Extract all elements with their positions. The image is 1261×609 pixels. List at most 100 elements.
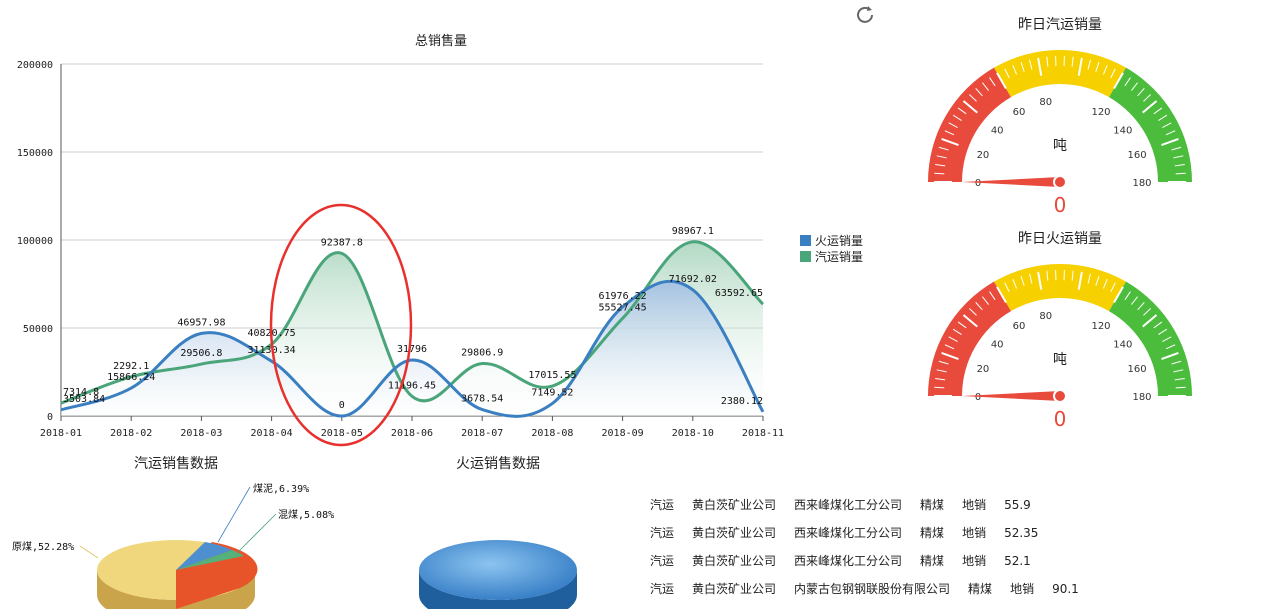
gauge-tick xyxy=(1029,273,1033,284)
gauge-tick xyxy=(1161,351,1179,361)
data-label: 61976.22 xyxy=(599,291,647,302)
gauge-tick xyxy=(1037,271,1043,290)
table-cell: 黄白茨矿业公司 xyxy=(692,526,777,540)
pie-slice-coal-slime[interactable] xyxy=(176,542,232,570)
gauge-tick xyxy=(1131,82,1138,91)
data-label: 2292.1 xyxy=(113,361,149,372)
legend-item-truck[interactable]: 汽运销量 xyxy=(800,248,863,264)
gauge-value: 0 xyxy=(1054,407,1067,431)
table-cell: 西来峰煤化工分公司 xyxy=(794,498,903,512)
truck-pie: 煤泥,6.39% 混煤,5.08% 原煤,52.28% xyxy=(12,482,334,609)
gauge-tick xyxy=(934,386,945,389)
gauge-tick-label: 60 xyxy=(1013,321,1026,332)
pie-label-raw-coal: 原煤,52.28% xyxy=(12,540,74,553)
gauge-tick xyxy=(1171,146,1182,151)
gauge-tick xyxy=(1046,56,1049,67)
pie-slice-mixed-coal[interactable] xyxy=(176,550,244,570)
gauge-tick-label: 0 xyxy=(975,392,981,403)
data-label: 17015.55 xyxy=(528,370,576,381)
gauge-tick xyxy=(957,321,967,329)
rail-pie xyxy=(419,540,577,609)
gauge-tick xyxy=(941,137,959,147)
gauge-tick xyxy=(1158,114,1168,121)
gauge-tick xyxy=(1029,59,1033,70)
x-tick-label: 2018-10 xyxy=(672,428,714,439)
gauge-tick xyxy=(934,172,945,175)
gauge-tick xyxy=(1004,282,1010,292)
highlight-circle xyxy=(269,203,413,447)
series-area xyxy=(61,281,763,417)
gauge-tick xyxy=(1071,56,1074,67)
data-label: 11196.45 xyxy=(388,380,436,391)
gauge-tick xyxy=(1137,302,1145,311)
y-tick-label: 150000 xyxy=(17,148,53,159)
data-label: 29806.9 xyxy=(461,348,503,359)
table-cell: 精煤 xyxy=(968,582,993,596)
gauge-tick xyxy=(1143,308,1151,316)
gauge-unit: 吨 xyxy=(1053,138,1067,154)
gauge-tick-label: 140 xyxy=(1113,125,1132,136)
gauge-tick-label: 140 xyxy=(1113,339,1132,350)
table-cell: 精煤 xyxy=(920,498,945,512)
gauge-tick xyxy=(1173,369,1184,373)
reload-icon[interactable] xyxy=(855,4,875,24)
gauge-band xyxy=(928,281,1011,396)
pie-top[interactable] xyxy=(419,540,577,600)
chart-title: 总销售量 xyxy=(415,33,467,49)
table-cell: 精煤 xyxy=(920,526,945,540)
gauge-tick xyxy=(1158,328,1168,335)
data-label: 29506.8 xyxy=(180,348,222,359)
table-cell: 精煤 xyxy=(920,554,945,568)
gauge-tick xyxy=(1110,282,1116,292)
series-line[interactable] xyxy=(60,279,765,418)
legend-item-rail[interactable]: 火运销量 xyxy=(800,232,863,248)
gauge-tick xyxy=(1142,314,1158,328)
data-label: 3678.54 xyxy=(461,394,503,405)
gauge-tick xyxy=(952,114,962,121)
table-cell: 55.9 xyxy=(1004,498,1031,512)
gauge-needle xyxy=(962,391,1060,401)
pie-leader-line xyxy=(79,545,99,559)
series-line[interactable] xyxy=(60,240,765,405)
y-tick-label: 50000 xyxy=(23,324,53,335)
gauge-tick xyxy=(938,146,949,151)
table-cell: 西来峰煤化工分公司 xyxy=(794,554,903,568)
gauge-tick xyxy=(989,77,996,87)
gauge-title: 昨日火运销量 xyxy=(1018,231,1102,247)
gauge-band xyxy=(994,50,1126,98)
gauge-tick xyxy=(952,328,962,335)
gauge-band xyxy=(1109,281,1192,396)
gauge-tick xyxy=(1077,271,1083,290)
gauge-tick xyxy=(1102,64,1108,75)
legend-swatch-rail xyxy=(800,234,811,246)
gauge-tick xyxy=(1165,344,1176,350)
gauge-tick xyxy=(1077,57,1083,76)
gauge-tick xyxy=(996,286,1007,303)
table-cell: 52.35 xyxy=(1004,526,1039,540)
gauge-tick xyxy=(1037,57,1043,76)
x-tick-label: 2018-09 xyxy=(602,428,644,439)
data-label: 98967.1 xyxy=(672,226,714,237)
table-cell: 黄白茨矿业公司 xyxy=(692,554,777,568)
gauge-truck: 昨日汽运销量 0 20 40 60 80 120 140 160 180 吨 0 xyxy=(925,8,1205,223)
gauge-tick xyxy=(941,351,959,361)
table-cell: 汽运 xyxy=(650,554,675,568)
gauge-tick xyxy=(1087,59,1091,70)
gauge-tick-label: 80 xyxy=(1039,97,1052,108)
gauge-tick xyxy=(969,94,977,102)
data-label: 3503.84 xyxy=(63,394,105,405)
gauge-tick xyxy=(975,302,983,311)
table-row: 汽运 黄白茨矿业公司 内蒙古包钢钢联股份有限公司 精煤 地销 90.1 xyxy=(650,580,1097,597)
gauge-tick-label: 160 xyxy=(1128,150,1147,161)
gauge-tick xyxy=(1020,62,1025,72)
data-label: 7314.8 xyxy=(63,387,99,398)
legend-label-truck: 汽运销量 xyxy=(815,249,864,264)
gauge-tick xyxy=(957,107,967,115)
gauge-tick xyxy=(1174,163,1185,167)
x-tick-label: 2018-11 xyxy=(742,428,784,439)
data-label: 63592.65 xyxy=(715,288,763,299)
gauge-tick xyxy=(1153,107,1163,115)
gauge-band xyxy=(1109,67,1192,182)
gauge-tick xyxy=(948,122,958,128)
table-row: 汽运 黄白茨矿业公司 西来峰煤化工分公司 精煤 地销 52.1 xyxy=(650,552,1049,569)
